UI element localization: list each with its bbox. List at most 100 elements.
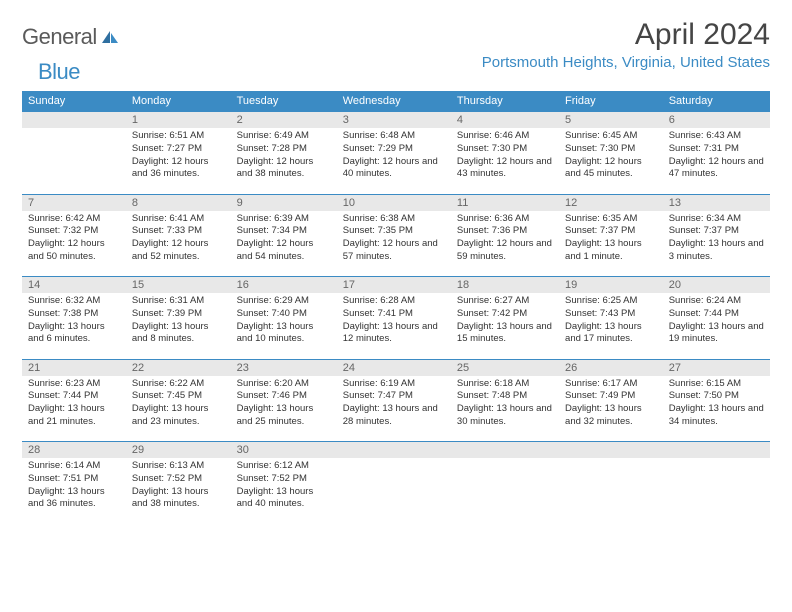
- day-number-cell: 13: [663, 194, 770, 211]
- day-number-cell: [337, 442, 451, 459]
- daylight-text: Daylight: 12 hours and 57 minutes.: [343, 238, 445, 264]
- day-content-cell: [337, 458, 451, 524]
- daynum-row: 78910111213: [22, 194, 770, 211]
- daylight-text: Daylight: 13 hours and 25 minutes.: [237, 403, 331, 429]
- sunset-text: Sunset: 7:51 PM: [28, 473, 120, 486]
- day-content-cell: Sunrise: 6:13 AMSunset: 7:52 PMDaylight:…: [126, 458, 231, 524]
- daylight-text: Daylight: 12 hours and 50 minutes.: [28, 238, 120, 264]
- day-content-cell: Sunrise: 6:39 AMSunset: 7:34 PMDaylight:…: [231, 211, 337, 277]
- sunrise-text: Sunrise: 6:28 AM: [343, 295, 445, 308]
- daylight-text: Daylight: 13 hours and 15 minutes.: [457, 321, 553, 347]
- sunrise-text: Sunrise: 6:36 AM: [457, 213, 553, 226]
- day-content-cell: Sunrise: 6:18 AMSunset: 7:48 PMDaylight:…: [451, 376, 559, 442]
- daylight-text: Daylight: 13 hours and 19 minutes.: [669, 321, 764, 347]
- day-number-cell: 22: [126, 359, 231, 376]
- daycontent-row: Sunrise: 6:51 AMSunset: 7:27 PMDaylight:…: [22, 128, 770, 194]
- day-number-cell: 9: [231, 194, 337, 211]
- sunrise-text: Sunrise: 6:25 AM: [565, 295, 657, 308]
- title-block: April 2024 Portsmouth Heights, Virginia,…: [482, 18, 770, 71]
- day-content-cell: Sunrise: 6:24 AMSunset: 7:44 PMDaylight:…: [663, 293, 770, 359]
- sunrise-text: Sunrise: 6:35 AM: [565, 213, 657, 226]
- sunset-text: Sunset: 7:46 PM: [237, 390, 331, 403]
- daylight-text: Daylight: 13 hours and 12 minutes.: [343, 321, 445, 347]
- day-number-cell: 10: [337, 194, 451, 211]
- day-number-cell: 29: [126, 442, 231, 459]
- dayhead-tue: Tuesday: [231, 91, 337, 112]
- location-text: Portsmouth Heights, Virginia, United Sta…: [482, 54, 770, 71]
- brand-part1: General: [22, 24, 97, 50]
- calendar-page: General April 2024 Portsmouth Heights, V…: [0, 0, 792, 542]
- calendar-table: Sunday Monday Tuesday Wednesday Thursday…: [22, 91, 770, 524]
- daynum-row: 123456: [22, 112, 770, 129]
- sunset-text: Sunset: 7:49 PM: [565, 390, 657, 403]
- day-number-cell: 20: [663, 277, 770, 294]
- day-number-cell: [451, 442, 559, 459]
- dayhead-fri: Friday: [559, 91, 663, 112]
- sunset-text: Sunset: 7:45 PM: [132, 390, 225, 403]
- sunrise-text: Sunrise: 6:46 AM: [457, 130, 553, 143]
- sunset-text: Sunset: 7:31 PM: [669, 143, 764, 156]
- sunset-text: Sunset: 7:33 PM: [132, 225, 225, 238]
- sunset-text: Sunset: 7:47 PM: [343, 390, 445, 403]
- daylight-text: Daylight: 12 hours and 43 minutes.: [457, 156, 553, 182]
- sunset-text: Sunset: 7:48 PM: [457, 390, 553, 403]
- sunset-text: Sunset: 7:32 PM: [28, 225, 120, 238]
- day-number-cell: 7: [22, 194, 126, 211]
- day-content-cell: Sunrise: 6:46 AMSunset: 7:30 PMDaylight:…: [451, 128, 559, 194]
- day-content-cell: Sunrise: 6:41 AMSunset: 7:33 PMDaylight:…: [126, 211, 231, 277]
- sunset-text: Sunset: 7:43 PM: [565, 308, 657, 321]
- sunset-text: Sunset: 7:30 PM: [565, 143, 657, 156]
- day-content-cell: Sunrise: 6:28 AMSunset: 7:41 PMDaylight:…: [337, 293, 451, 359]
- sunrise-text: Sunrise: 6:41 AM: [132, 213, 225, 226]
- sunset-text: Sunset: 7:44 PM: [669, 308, 764, 321]
- daylight-text: Daylight: 13 hours and 28 minutes.: [343, 403, 445, 429]
- sunrise-text: Sunrise: 6:29 AM: [237, 295, 331, 308]
- daynum-row: 282930: [22, 442, 770, 459]
- daycontent-row: Sunrise: 6:32 AMSunset: 7:38 PMDaylight:…: [22, 293, 770, 359]
- month-title: April 2024: [482, 18, 770, 52]
- sunrise-text: Sunrise: 6:31 AM: [132, 295, 225, 308]
- daylight-text: Daylight: 13 hours and 10 minutes.: [237, 321, 331, 347]
- day-content-cell: Sunrise: 6:14 AMSunset: 7:51 PMDaylight:…: [22, 458, 126, 524]
- day-number-cell: 18: [451, 277, 559, 294]
- sunrise-text: Sunrise: 6:15 AM: [669, 378, 764, 391]
- sail-icon: [100, 29, 120, 45]
- daylight-text: Daylight: 12 hours and 47 minutes.: [669, 156, 764, 182]
- sunrise-text: Sunrise: 6:49 AM: [237, 130, 331, 143]
- sunrise-text: Sunrise: 6:39 AM: [237, 213, 331, 226]
- day-number-cell: [559, 442, 663, 459]
- sunrise-text: Sunrise: 6:18 AM: [457, 378, 553, 391]
- day-number-cell: 19: [559, 277, 663, 294]
- day-content-cell: Sunrise: 6:42 AMSunset: 7:32 PMDaylight:…: [22, 211, 126, 277]
- sunrise-text: Sunrise: 6:19 AM: [343, 378, 445, 391]
- dayhead-thu: Thursday: [451, 91, 559, 112]
- day-number-cell: 4: [451, 112, 559, 129]
- daycontent-row: Sunrise: 6:14 AMSunset: 7:51 PMDaylight:…: [22, 458, 770, 524]
- day-content-cell: [559, 458, 663, 524]
- sunrise-text: Sunrise: 6:32 AM: [28, 295, 120, 308]
- daylight-text: Daylight: 13 hours and 8 minutes.: [132, 321, 225, 347]
- sunset-text: Sunset: 7:36 PM: [457, 225, 553, 238]
- day-number-cell: 15: [126, 277, 231, 294]
- day-content-cell: Sunrise: 6:35 AMSunset: 7:37 PMDaylight:…: [559, 211, 663, 277]
- daynum-row: 14151617181920: [22, 277, 770, 294]
- day-content-cell: Sunrise: 6:43 AMSunset: 7:31 PMDaylight:…: [663, 128, 770, 194]
- day-content-cell: Sunrise: 6:31 AMSunset: 7:39 PMDaylight:…: [126, 293, 231, 359]
- sunrise-text: Sunrise: 6:48 AM: [343, 130, 445, 143]
- day-number-cell: 11: [451, 194, 559, 211]
- day-number-cell: 1: [126, 112, 231, 129]
- daylight-text: Daylight: 13 hours and 17 minutes.: [565, 321, 657, 347]
- sunrise-text: Sunrise: 6:20 AM: [237, 378, 331, 391]
- daylight-text: Daylight: 13 hours and 36 minutes.: [28, 486, 120, 512]
- day-content-cell: Sunrise: 6:29 AMSunset: 7:40 PMDaylight:…: [231, 293, 337, 359]
- day-number-cell: 21: [22, 359, 126, 376]
- day-number-cell: 16: [231, 277, 337, 294]
- sunrise-text: Sunrise: 6:42 AM: [28, 213, 120, 226]
- sunset-text: Sunset: 7:39 PM: [132, 308, 225, 321]
- daylight-text: Daylight: 13 hours and 6 minutes.: [28, 321, 120, 347]
- day-number-cell: 5: [559, 112, 663, 129]
- sunrise-text: Sunrise: 6:23 AM: [28, 378, 120, 391]
- day-number-cell: 25: [451, 359, 559, 376]
- sunset-text: Sunset: 7:34 PM: [237, 225, 331, 238]
- sunset-text: Sunset: 7:28 PM: [237, 143, 331, 156]
